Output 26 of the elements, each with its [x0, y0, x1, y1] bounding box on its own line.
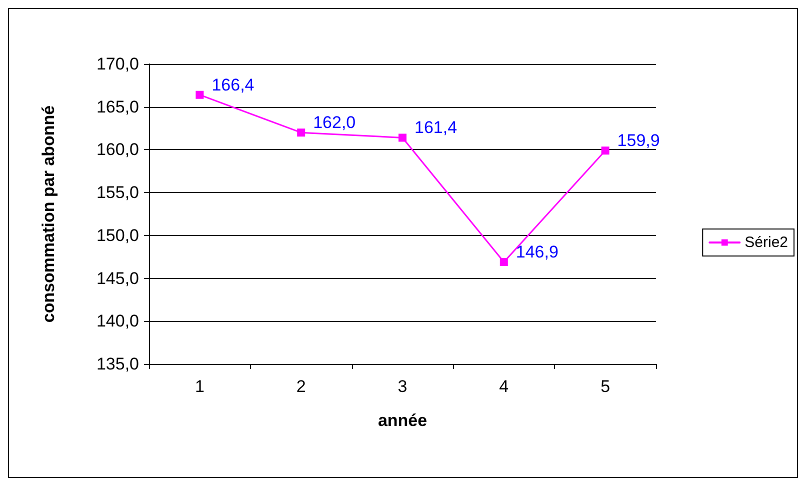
point	[500, 258, 508, 266]
y-tick-label: 155,0	[96, 183, 139, 202]
point	[196, 90, 204, 99]
y-tick-label: 160,0	[96, 140, 139, 160]
x-tick-label: 2	[296, 377, 306, 396]
legend-label: Série2	[744, 234, 788, 251]
point	[297, 128, 306, 137]
y-tick-label: 170,0	[96, 54, 139, 74]
y-axis-title: consommation par abonné	[39, 105, 58, 323]
y-tick-label: 145,0	[96, 268, 139, 288]
y-tick-label: 165,0	[96, 97, 139, 116]
y-tick-label: 135,0	[96, 354, 139, 374]
point	[398, 134, 406, 142]
data-label: 146,9	[516, 242, 558, 262]
x-tick-label: 5	[600, 377, 610, 396]
point	[601, 146, 610, 155]
x-tick-label: 3	[398, 377, 408, 396]
x-axis-title: année	[378, 411, 428, 430]
data-label: 159,9	[617, 131, 660, 150]
x-tick-label: 1	[194, 377, 204, 396]
y-tick-label: 140,0	[96, 312, 139, 331]
data-label: 162,0	[313, 113, 356, 132]
y-tick-label: 150,0	[96, 226, 139, 245]
data-label: 166,4	[212, 75, 254, 94]
x-tick-label: 4	[499, 377, 509, 396]
data-label: 161,4	[414, 118, 458, 138]
